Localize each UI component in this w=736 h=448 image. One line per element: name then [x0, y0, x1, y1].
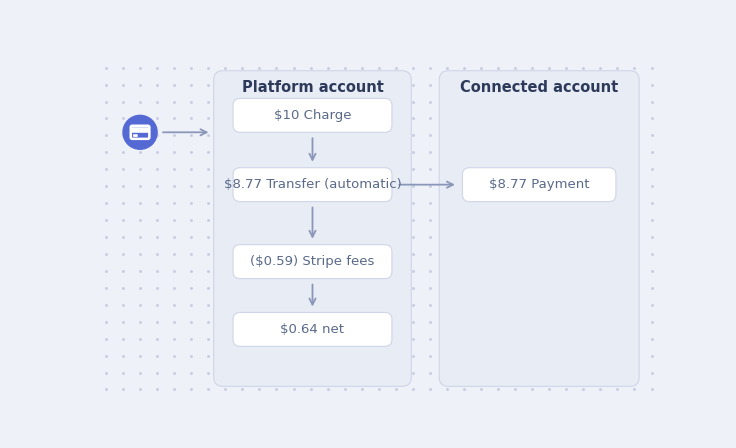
FancyBboxPatch shape — [233, 245, 392, 279]
Circle shape — [123, 116, 157, 149]
FancyBboxPatch shape — [233, 99, 392, 132]
Text: $10 Charge: $10 Charge — [274, 109, 351, 122]
FancyBboxPatch shape — [439, 71, 639, 386]
Text: Connected account: Connected account — [460, 80, 618, 95]
FancyBboxPatch shape — [462, 168, 616, 202]
Text: Platform account: Platform account — [241, 80, 383, 95]
Text: $8.77 Payment: $8.77 Payment — [489, 178, 590, 191]
Text: $8.77 Transfer (automatic): $8.77 Transfer (automatic) — [224, 178, 401, 191]
FancyBboxPatch shape — [233, 168, 392, 202]
FancyBboxPatch shape — [213, 71, 411, 386]
Text: ($0.59) Stripe fees: ($0.59) Stripe fees — [250, 255, 375, 268]
FancyBboxPatch shape — [233, 313, 392, 346]
FancyBboxPatch shape — [133, 134, 138, 137]
Text: $0.64 net: $0.64 net — [280, 323, 344, 336]
